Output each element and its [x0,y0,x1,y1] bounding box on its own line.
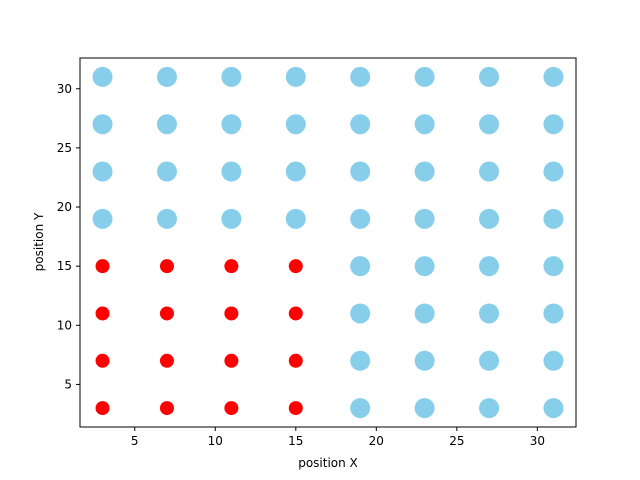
y-tick-label: 5 [64,377,72,391]
scatter-point-series2-9 [350,303,371,324]
scatter-point-series1-15 [224,259,239,274]
scatter-point-series2-30 [414,161,435,182]
scatter-point-series1-9 [95,306,110,321]
x-tick-label: 10 [208,434,223,448]
chart-marks [92,66,564,419]
scatter-point-series2-14 [414,256,435,277]
scatter-point-series2-34 [156,114,177,135]
scatter-point-series2-27 [221,161,242,182]
scatter-point-series2-29 [350,161,371,182]
scatter-point-series2-38 [414,114,435,135]
scatter-point-series1-8 [288,353,303,368]
scatter-point-series2-25 [92,161,113,182]
y-tick-label: 30 [57,82,72,96]
y-tick-label: 20 [57,200,72,214]
scatter-point-series1-7 [224,353,239,368]
scatter-point-series1-16 [288,259,303,274]
scatter-point-series2-35 [221,114,242,135]
scatter-point-series2-5 [350,350,371,371]
scatter-point-series2-37 [350,114,371,135]
x-tick-label: 15 [288,434,303,448]
scatter-point-series2-8 [543,350,564,371]
x-tick-label: 20 [369,434,384,448]
scatter-point-series1-1 [95,401,110,416]
scatter-point-series1-10 [159,306,174,321]
scatter-point-series2-41 [92,66,113,87]
scatter-point-series1-14 [159,259,174,274]
y-tick-label: 10 [57,318,72,332]
scatter-point-series1-5 [95,353,110,368]
scatter-point-series2-44 [285,66,306,87]
scatter-point-series2-23 [479,208,500,229]
scatter-point-series1-13 [95,259,110,274]
x-axis-label: position X [298,456,358,470]
x-tick-label: 5 [131,434,139,448]
scatter-point-series2-28 [285,161,306,182]
scatter-point-series2-48 [543,66,564,87]
scatter-point-series2-31 [479,161,500,182]
scatter-point-series2-2 [414,398,435,419]
scatter-point-series2-1 [350,398,371,419]
scatter-point-series1-12 [288,306,303,321]
scatter-point-series2-24 [543,208,564,229]
scatter-point-series1-6 [159,353,174,368]
scatter-point-series2-45 [350,66,371,87]
y-tick-label: 15 [57,259,72,273]
scatter-point-series2-39 [479,114,500,135]
scatter-point-series2-19 [221,208,242,229]
scatter-point-series2-22 [414,208,435,229]
scatter-point-series1-11 [224,306,239,321]
scatter-point-series2-17 [92,208,113,229]
scatter-point-series2-33 [92,114,113,135]
scatter-point-series2-42 [156,66,177,87]
scatter-point-series2-18 [156,208,177,229]
x-tick-label: 25 [449,434,464,448]
scatter-point-series2-6 [414,350,435,371]
scatter-point-series2-16 [543,256,564,277]
scatter-point-series2-7 [479,350,500,371]
scatter-point-series2-46 [414,66,435,87]
scatter-point-series2-15 [479,256,500,277]
scatter-point-series2-43 [221,66,242,87]
scatter-point-series2-47 [479,66,500,87]
y-tick-label: 25 [57,141,72,155]
scatter-point-series1-4 [288,401,303,416]
scatter-point-series2-13 [350,256,371,277]
scatter-point-series2-26 [156,161,177,182]
scatter-point-series2-12 [543,303,564,324]
scatter-point-series2-10 [414,303,435,324]
x-tick-label: 30 [530,434,545,448]
scatter-point-series2-36 [285,114,306,135]
scatter-point-series2-32 [543,161,564,182]
y-axis-ticks: 5 10 15 20 25 30 [57,82,80,391]
plot-frame [79,57,577,428]
x-axis-ticks: 5 10 15 20 25 30 [131,427,545,448]
scatter-point-series2-21 [350,208,371,229]
y-axis-label: position Y [32,212,46,271]
scatter-point-series2-11 [479,303,500,324]
scatter-point-series1-2 [159,401,174,416]
scatter-point-series2-40 [543,114,564,135]
scatter-point-series2-4 [543,398,564,419]
scatter-point-series1-3 [224,401,239,416]
scatter-point-series2-20 [285,208,306,229]
scatter-point-series2-3 [479,398,500,419]
